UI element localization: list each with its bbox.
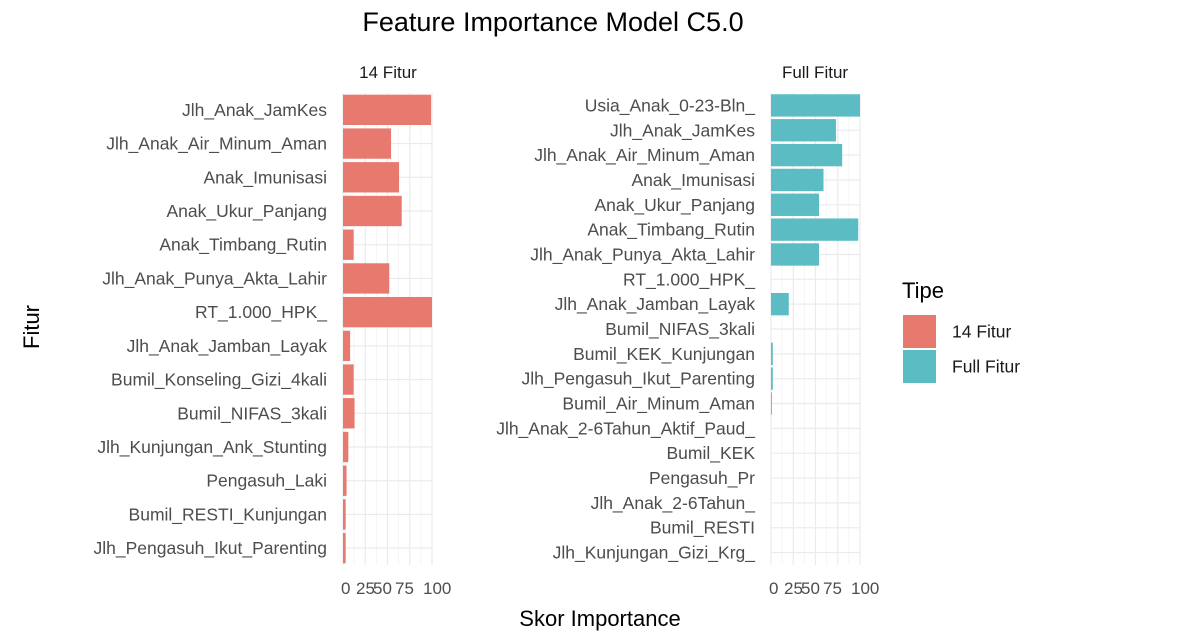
- panel-1: 14 Fitur Jlh_Anak_JamKes Jlh_Anak_Air_Minu…: [93, 63, 451, 598]
- category-label: Bumil_Konseling_Gizi_4kali: [111, 370, 327, 391]
- x-tick-label: 25: [356, 579, 375, 598]
- category-label: Jlh_Anak_Air_Minum_Aman: [106, 134, 327, 155]
- category-label: Pengasuh_Laki: [206, 471, 327, 492]
- bar: [343, 162, 400, 193]
- category-label: Bumil_KEK: [666, 443, 755, 464]
- category-label: Bumil_Air_Minum_Aman: [562, 394, 755, 415]
- legend-key: [903, 350, 936, 383]
- bar: [343, 499, 346, 530]
- category-label: RT_1.000_HPK_: [623, 269, 755, 290]
- category-label: Anak_Ukur_Panjang: [594, 195, 755, 216]
- bar: [771, 193, 820, 216]
- x-axis-title: Skor Importance: [519, 606, 680, 631]
- legend-title: Tipe: [902, 278, 944, 303]
- category-label: Jlh_Anak_Jamban_Layak: [555, 294, 756, 315]
- bar: [343, 229, 354, 260]
- category-label: Jlh_Anak_JamKes: [610, 120, 755, 141]
- bar: [343, 431, 349, 463]
- bar: [771, 94, 860, 117]
- category-label: Jlh_Anak_2-6Tahun_: [591, 493, 756, 514]
- category-label: Pengasuh_Pr: [649, 468, 755, 489]
- category-label: Jlh_Anak_Air_Minum_Aman: [534, 145, 755, 166]
- x-tick-label: 75: [823, 579, 842, 598]
- x-tick-label: 25: [784, 579, 803, 598]
- x-tick-label: 100: [423, 579, 451, 598]
- x-tick-label: 50: [373, 579, 392, 598]
- bar: [343, 398, 355, 429]
- chart-title: Feature Importance Model C5.0: [362, 7, 743, 37]
- category-label: Anak_Timbang_Rutin: [587, 220, 755, 241]
- legend-label: 14 Fitur: [952, 322, 1011, 342]
- bar: [343, 263, 390, 294]
- panel-2: Full Fitur Usia_Anak_0-23-Bln_ Jlh_Anak_Ja…: [496, 63, 879, 598]
- bar: [343, 532, 346, 564]
- category-label: Anak_Ukur_Panjang: [166, 201, 327, 222]
- category-label: Anak_Imunisasi: [631, 170, 755, 191]
- category-label: Bumil_NIFAS_3kali: [177, 403, 327, 424]
- x-tick-label: 50: [801, 579, 820, 598]
- panels: 14 Fitur Jlh_Anak_JamKes Jlh_Anak_Air_Minu…: [93, 63, 879, 598]
- category-label: RT_1.000_HPK_: [195, 302, 327, 323]
- category-label: Jlh_Anak_JamKes: [182, 100, 327, 121]
- bar: [771, 168, 824, 192]
- bar: [343, 330, 351, 362]
- category-label: Anak_Imunisasi: [203, 167, 327, 188]
- legend-label: Full Fitur: [952, 357, 1020, 377]
- y-axis-title: Fitur: [19, 305, 44, 349]
- bar: [771, 367, 773, 390]
- category-label: Bumil_KEK_Kunjungan: [573, 344, 755, 365]
- bar: [771, 243, 820, 266]
- bar: [771, 119, 836, 142]
- bar: [771, 292, 789, 316]
- legend: Tipe 14 Fitur Full Fitur: [902, 278, 1020, 383]
- category-label: Bumil_RESTI_Kunjungan: [129, 504, 327, 525]
- category-label: Anak_Timbang_Rutin: [159, 235, 327, 256]
- category-label: Jlh_Pengasuh_Ikut_Parenting: [93, 538, 327, 559]
- category-label: Bumil_NIFAS_3kali: [605, 319, 755, 340]
- bar: [771, 218, 859, 241]
- legend-key: [903, 315, 936, 348]
- bar: [343, 465, 347, 496]
- category-label: Jlh_Anak_Punya_Akta_Lahir: [530, 244, 755, 265]
- category-label: Jlh_Anak_2-6Tahun_Aktif_Paud_: [496, 418, 755, 439]
- bar: [343, 296, 432, 328]
- bar: [343, 94, 432, 126]
- bar: [343, 195, 402, 227]
- bar: [771, 392, 772, 415]
- category-label: Jlh_Pengasuh_Ikut_Parenting: [521, 369, 755, 390]
- x-tick-label: 100: [851, 579, 879, 598]
- bar: [771, 143, 843, 167]
- bar: [343, 128, 392, 159]
- bar: [771, 342, 773, 366]
- bar: [343, 364, 354, 395]
- x-tick-label: 0: [341, 579, 350, 598]
- category-label: Jlh_Kunjungan_Gizi_Krg_: [553, 543, 756, 564]
- x-tick-label: 75: [395, 579, 414, 598]
- category-label: Bumil_RESTI: [650, 518, 755, 539]
- category-label: Jlh_Anak_Jamban_Layak: [127, 336, 328, 357]
- category-label: Jlh_Anak_Punya_Akta_Lahir: [102, 268, 327, 289]
- x-tick-label: 0: [769, 579, 778, 598]
- category-label: Jlh_Kunjungan_Ank_Stunting: [97, 437, 327, 458]
- category-label: Usia_Anak_0-23-Bln_: [585, 95, 756, 116]
- panel-strip-label: 14 Fitur: [359, 63, 417, 82]
- panel-strip-label: Full Fitur: [782, 63, 848, 82]
